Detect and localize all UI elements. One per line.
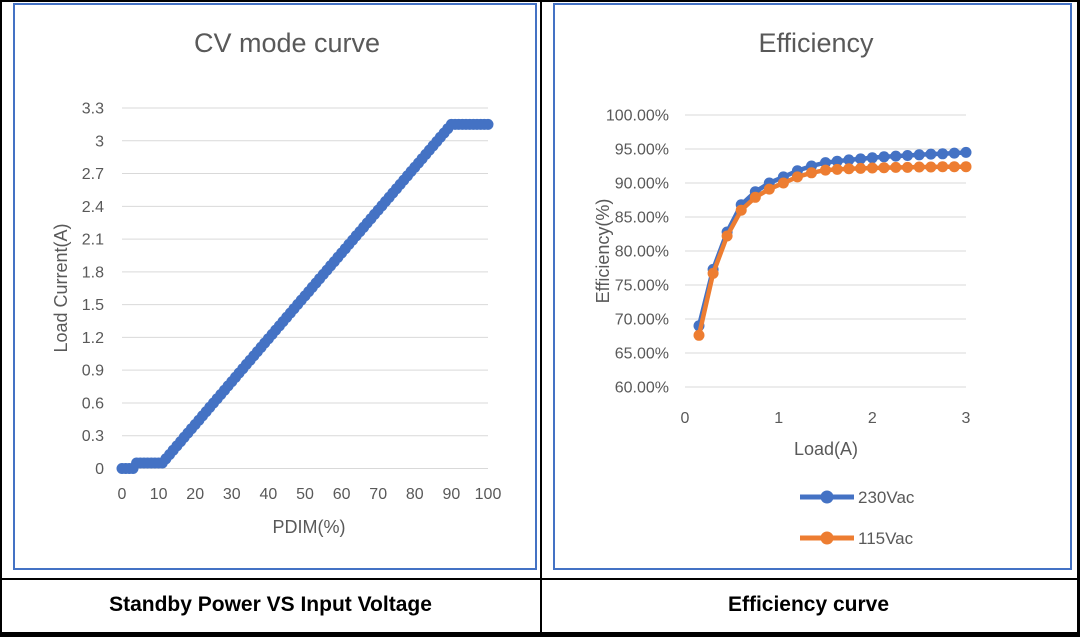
svg-text:100: 100 [475,486,502,503]
svg-text:30: 30 [223,486,241,503]
eff-y-tick-labels: 60.00% 65.00% 70.00% 75.00% 80.00% 85.00% 90.0… [606,108,669,397]
svg-text:90.00%: 90.00% [615,176,669,193]
table-border-left [0,0,2,637]
eff-grid-layer [685,114,966,388]
svg-text:3: 3 [95,133,104,150]
efficiency-y-axis-title: Efficiency(%) [593,199,613,304]
svg-text:2: 2 [868,410,877,427]
eff-series-layer [693,146,972,341]
caption-right: Efficiency curve [727,593,890,616]
table-column-divider [540,0,542,637]
svg-text:95.00%: 95.00% [615,142,669,159]
cv-y-axis-title: Load Current(A) [51,223,71,352]
svg-text:0.6: 0.6 [82,395,104,412]
svg-text:80: 80 [406,486,424,503]
svg-text:0.3: 0.3 [82,428,104,445]
cv-mode-chart: 0 0.3 0.6 0.9 1.2 1.5 1.8 2.1 2.4 2.7 3 3.3 0 10 20 30… [51,28,502,537]
table-row-divider [0,578,1080,580]
table-border-right [1077,0,1080,637]
svg-text:70: 70 [369,486,387,503]
cv-chart-title: CV mode curve [194,28,380,58]
legend-item-115vac: 115Vac [800,529,914,548]
svg-text:65.00%: 65.00% [615,346,669,363]
svg-text:50: 50 [296,486,314,503]
svg-text:0: 0 [681,410,690,427]
cv-x-tick-labels: 0 10 20 30 40 50 60 70 80 90 100 [118,486,502,503]
svg-text:90: 90 [443,486,461,503]
efficiency-chart-frame: 60.00% 65.00% 70.00% 75.00% 80.00% 85.00% 90.0… [553,3,1072,570]
legend-label-230vac: 230Vac [858,488,915,507]
svg-text:10: 10 [150,486,168,503]
eff-x-tick-labels: 0 1 2 3 [681,410,971,427]
cv-x-axis-title: PDIM(%) [273,517,346,537]
efficiency-chart: 60.00% 65.00% 70.00% 75.00% 80.00% 85.00% 90.0… [593,28,972,548]
svg-text:60: 60 [333,486,351,503]
svg-text:60.00%: 60.00% [615,380,669,397]
cv-series-layer [116,118,494,474]
svg-text:70.00%: 70.00% [615,312,669,329]
cv-mode-chart-frame: 0 0.3 0.6 0.9 1.2 1.5 1.8 2.1 2.4 2.7 3 3.3 0 10 20 30… [13,3,537,570]
svg-text:80.00%: 80.00% [615,244,669,261]
svg-text:0: 0 [95,461,104,478]
svg-text:85.00%: 85.00% [615,210,669,227]
svg-text:1.5: 1.5 [82,297,104,314]
svg-text:1.8: 1.8 [82,264,104,281]
svg-text:2.4: 2.4 [82,199,104,216]
legend-marker-230vac [800,490,854,504]
svg-text:0: 0 [118,486,127,503]
svg-text:40: 40 [260,486,278,503]
efficiency-x-axis-title: Load(A) [794,439,858,459]
svg-text:3.3: 3.3 [82,101,104,118]
svg-text:1: 1 [774,410,783,427]
svg-text:1.2: 1.2 [82,330,104,347]
svg-text:2.7: 2.7 [82,166,104,183]
cv-y-tick-labels: 0 0.3 0.6 0.9 1.2 1.5 1.8 2.1 2.4 2.7 3 3.3 [82,101,104,479]
legend: 230Vac 115Vac [800,488,915,548]
svg-text:2.1: 2.1 [82,232,104,249]
caption-left: Standby Power VS Input Voltage [109,593,432,616]
svg-text:100.00%: 100.00% [606,108,669,125]
svg-text:75.00%: 75.00% [615,278,669,295]
svg-text:0.9: 0.9 [82,363,104,380]
legend-item-230vac: 230Vac [800,488,915,507]
legend-marker-115vac [800,531,854,545]
svg-text:20: 20 [186,486,204,503]
efficiency-chart-title: Efficiency [758,28,874,58]
svg-text:3: 3 [962,410,971,427]
legend-label-115vac: 115Vac [858,529,914,548]
